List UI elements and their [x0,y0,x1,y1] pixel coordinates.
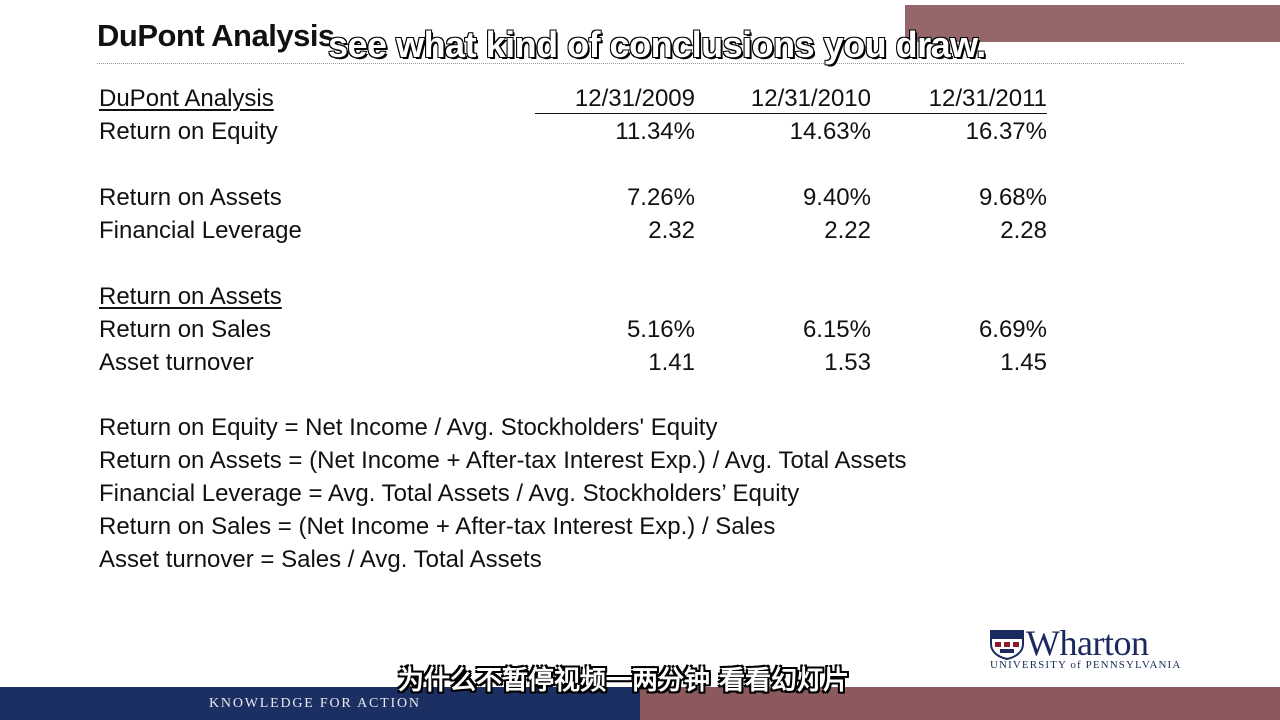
chinese-subtitle: 为什么不暂停视频一两分钟 看看幻灯片 [398,666,850,696]
table-row-roa: Return on Assets 7.26% 9.40% 9.68% [97,181,1057,214]
row-value: 11.34% [615,118,695,145]
english-subtitle: see what kind of conclusions you draw. [327,23,987,66]
row-label: Asset turnover [99,349,254,376]
logo-university: UNIVERSITY of PENNSYLVANIA [990,659,1182,671]
table-row-roe: Return on Equity 11.34% 14.63% 16.37% [97,115,1057,148]
row-value: 1.53 [824,349,871,376]
period-header: 12/31/2010 [750,85,871,112]
table-section-header: Return on Assets [97,280,1057,313]
header-underline [535,113,1047,114]
wharton-logo: Wharton UNIVERSITY of PENNSYLVANIA [988,623,1192,672]
table-header-row: DuPont Analysis 12/31/2009 12/31/2010 12… [97,82,1057,115]
footer-bar-right [640,687,1280,720]
row-value: 7.26% [626,184,695,211]
row-value: 1.45 [1000,349,1047,376]
row-label: Return on Assets [99,184,282,211]
dupont-table: DuPont Analysis 12/31/2009 12/31/2010 12… [97,82,1057,379]
row-label: Return on Equity [99,118,278,145]
slide-title: DuPont Analysis [97,18,335,53]
footer-tagline: KNOWLEDGE FOR ACTION [209,696,421,711]
table-header-label: DuPont Analysis [99,85,274,112]
table-row-ros: Return on Sales 5.16% 6.15% 6.69% [97,313,1057,346]
row-value: 14.63% [789,118,871,145]
row-value: 2.22 [824,217,871,244]
top-right-banner [905,5,1280,42]
row-value: 6.15% [802,316,871,343]
formula-line: Return on Equity = Net Income / Avg. Sto… [99,414,718,441]
footer-bar-left: KNOWLEDGE FOR ACTION [0,687,640,720]
table-row-turnover: Asset turnover 1.41 1.53 1.45 [97,346,1057,379]
formula-line: Return on Assets = (Net Income + After-t… [99,447,907,474]
period-header: 12/31/2011 [928,85,1047,112]
row-label: Financial Leverage [99,217,302,244]
formula-line: Financial Leverage = Avg. Total Assets /… [99,480,800,507]
logo-wordmark: Wharton [1026,623,1149,663]
row-value: 9.68% [978,184,1047,211]
shield-icon [990,630,1024,660]
period-header: 12/31/2009 [574,85,695,112]
table-row-leverage: Financial Leverage 2.32 2.22 2.28 [97,214,1057,247]
row-value: 1.41 [648,349,695,376]
row-value: 16.37% [965,118,1047,145]
formula-line: Return on Sales = (Net Income + After-ta… [99,513,776,540]
formula-line: Asset turnover = Sales / Avg. Total Asse… [99,546,542,573]
formula-list: Return on Equity = Net Income / Avg. Sto… [99,411,907,576]
row-value: 2.28 [1000,217,1047,244]
row-label: Return on Sales [99,316,272,343]
row-value: 5.16% [626,316,695,343]
row-value: 9.40% [802,184,871,211]
section-label: Return on Assets [99,283,282,310]
row-value: 2.32 [648,217,695,244]
title-divider [97,63,1184,64]
row-value: 6.69% [978,316,1047,343]
